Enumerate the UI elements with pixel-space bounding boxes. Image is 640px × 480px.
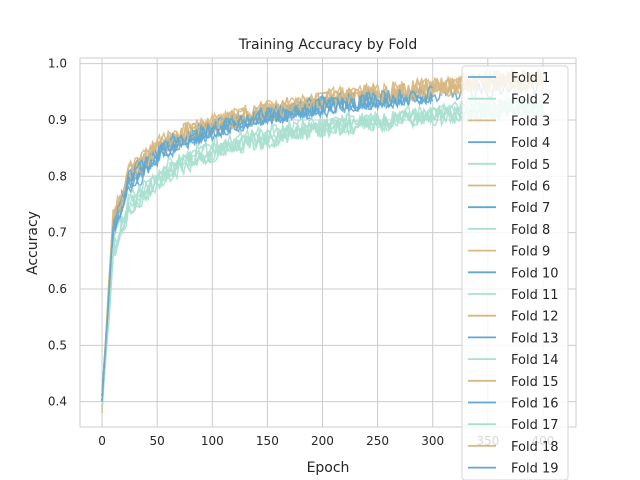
legend: Fold 1 Fold 2 Fold 3 Fold 4 Fold 5 Fold 6 Fold… bbox=[461, 65, 569, 480]
series-line-fold-19 bbox=[101, 84, 434, 402]
y-tick-label: 0.9 bbox=[48, 113, 67, 127]
legend-label: Fold 19 bbox=[511, 462, 559, 477]
legend-label: Fold 7 bbox=[511, 201, 550, 216]
legend-label: Fold 11 bbox=[511, 288, 559, 303]
y-tick-label: 0.4 bbox=[48, 395, 67, 409]
x-tick-label: 0 bbox=[98, 434, 106, 448]
legend-label: Fold 8 bbox=[511, 223, 550, 238]
legend-label: Fold 10 bbox=[511, 266, 559, 281]
y-tick-label: 1.0 bbox=[48, 57, 67, 71]
y-tick-label: 0.6 bbox=[48, 282, 67, 296]
x-tick-label: 150 bbox=[256, 434, 279, 448]
y-tick-label: 0.8 bbox=[48, 169, 67, 183]
legend-label: Fold 18 bbox=[511, 440, 559, 455]
y-axis-label: Accuracy bbox=[25, 211, 41, 275]
legend-label: Fold 2 bbox=[511, 93, 550, 108]
legend-label: Fold 13 bbox=[511, 331, 559, 346]
legend-label: Fold 6 bbox=[511, 180, 550, 195]
legend-label: Fold 5 bbox=[511, 158, 550, 173]
x-tick-label: 250 bbox=[366, 434, 389, 448]
legend-label: Fold 9 bbox=[511, 245, 550, 260]
y-tick-label: 0.5 bbox=[48, 338, 67, 352]
legend-label: Fold 16 bbox=[511, 397, 559, 412]
x-tick-label: 50 bbox=[150, 434, 165, 448]
series-line-fold-16 bbox=[101, 88, 379, 397]
chart-title: Training Accuracy by Fold bbox=[238, 37, 418, 53]
legend-label: Fold 15 bbox=[511, 375, 559, 390]
legend-label: Fold 4 bbox=[511, 136, 550, 151]
x-tick-label: 200 bbox=[311, 434, 334, 448]
legend-box bbox=[461, 65, 569, 480]
legend-label: Fold 17 bbox=[511, 418, 559, 433]
x-tick-label: 300 bbox=[421, 434, 444, 448]
plot-frame bbox=[79, 57, 577, 428]
legend-label: Fold 1 bbox=[511, 71, 550, 86]
x-axis-label: Epoch bbox=[307, 460, 350, 476]
legend-label: Fold 12 bbox=[511, 310, 559, 325]
legend-label: Fold 3 bbox=[511, 114, 550, 129]
x-tick-label: 100 bbox=[201, 434, 224, 448]
legend-items: Fold 1 Fold 2 Fold 3 Fold 4 Fold 5 Fold 6 Fold… bbox=[468, 71, 559, 477]
y-tick-label: 0.7 bbox=[48, 226, 67, 240]
legend-label: Fold 14 bbox=[511, 353, 559, 368]
y-tick-labels: 0.4 0.5 0.6 0.7 0.8 0.9 1.0 bbox=[48, 57, 67, 409]
